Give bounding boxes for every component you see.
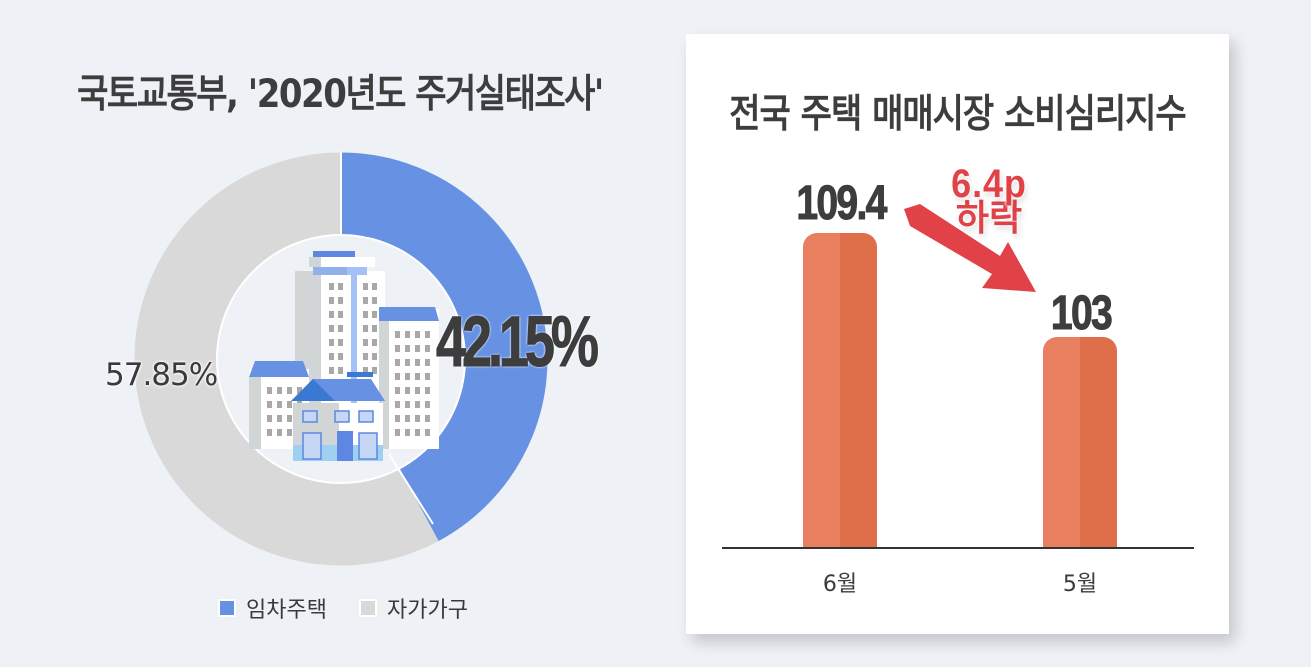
donut-legend: 임차주택 자가가구	[218, 592, 500, 624]
x-axis-line	[722, 547, 1194, 549]
legend-item-rental: 임차주택	[218, 592, 327, 624]
owner-percent-label: 57.85%	[105, 357, 218, 393]
rental-percent-label: 42.15%	[436, 301, 600, 382]
legend-label-owner: 자가가구	[386, 598, 468, 623]
drop-annotation: 6.4p 하락	[934, 162, 1044, 238]
apartment-buildings-icon	[249, 251, 439, 461]
bar-chart-title: 전국 주택 매매시장 소비심리지수	[729, 91, 1186, 138]
legend-label-rental: 임차주택	[246, 598, 327, 623]
bar-may	[1043, 337, 1117, 548]
x-label-june: 6월	[822, 572, 858, 597]
legend-swatch-rental	[218, 599, 236, 617]
legend-item-owner: 자가가구	[358, 592, 468, 624]
bar-chart-panel: 전국 주택 매매시장 소비심리지수 109.4 103 6.4p 하락 6월 5…	[686, 34, 1229, 634]
bar-june	[803, 233, 877, 548]
drop-text: 하락	[955, 197, 1023, 238]
bar-value-june: 109.4	[796, 175, 888, 231]
x-label-may: 5월	[1062, 572, 1098, 597]
down-arrow-icon	[904, 204, 1036, 292]
bar-value-may: 103	[1050, 285, 1114, 341]
drop-amount: 6.4p	[951, 162, 1027, 206]
donut-chart-title: 국토교통부, '2020년도 주거실태조사'	[77, 71, 604, 118]
legend-swatch-owner	[358, 599, 377, 617]
donut-chart	[133, 151, 549, 567]
